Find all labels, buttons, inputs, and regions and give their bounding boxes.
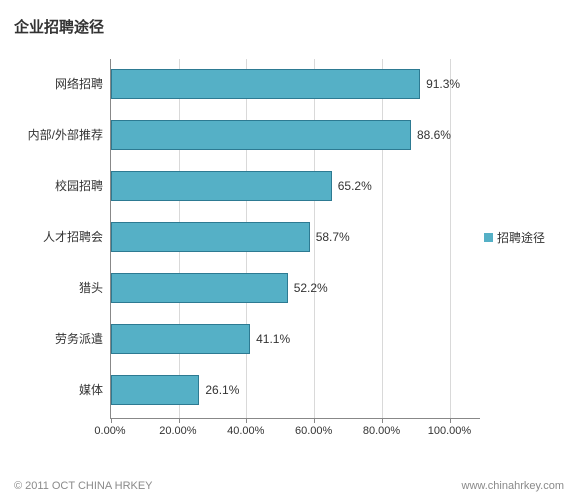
bar	[111, 69, 420, 99]
x-tick-label: 100.00%	[428, 425, 471, 437]
plot-wrap: 网络招聘91.3%内部/外部推荐88.6%校园招聘65.2%人才招聘会58.7%…	[14, 59, 564, 445]
bar-value-label: 26.1%	[205, 383, 239, 397]
y-axis-label: 劳务派遣	[19, 324, 111, 354]
bar-value-label: 41.1%	[256, 332, 290, 346]
footer-url: www.chinahrkey.com	[462, 480, 565, 492]
bar-value-label: 91.3%	[426, 77, 460, 91]
bar	[111, 273, 288, 303]
y-axis-label: 人才招聘会	[19, 222, 111, 252]
bar-row: 猎头52.2%	[111, 273, 480, 303]
bar-row: 校园招聘65.2%	[111, 171, 480, 201]
x-tick-label: 40.00%	[227, 425, 264, 437]
bar	[111, 222, 310, 252]
chart-container: 企业招聘途径 网络招聘91.3%内部/外部推荐88.6%校园招聘65.2%人才招…	[0, 0, 578, 455]
bar-value-label: 88.6%	[417, 128, 451, 142]
bar	[111, 324, 250, 354]
footer-copyright: © 2011 OCT CHINA HRKEY	[14, 480, 153, 492]
bar-row: 人才招聘会58.7%	[111, 222, 480, 252]
bar	[111, 171, 332, 201]
x-tick-label: 0.00%	[94, 425, 125, 437]
y-axis-label: 校园招聘	[19, 171, 111, 201]
bar-value-label: 65.2%	[338, 179, 372, 193]
bar	[111, 375, 199, 405]
x-tick-label: 60.00%	[295, 425, 332, 437]
bar-row: 媒体26.1%	[111, 375, 480, 405]
footer: © 2011 OCT CHINA HRKEY www.chinahrkey.co…	[14, 480, 564, 492]
y-axis-label: 猎头	[19, 273, 111, 303]
legend: 招聘途径	[484, 229, 564, 246]
chart-title: 企业招聘途径	[14, 16, 564, 37]
x-tick-label: 20.00%	[159, 425, 196, 437]
y-axis-label: 媒体	[19, 375, 111, 405]
x-tick-label: 80.00%	[363, 425, 400, 437]
y-axis-label: 内部/外部推荐	[19, 120, 111, 150]
bar-value-label: 58.7%	[316, 230, 350, 244]
bar	[111, 120, 411, 150]
legend-swatch	[484, 233, 493, 242]
x-axis: 0.00%20.00%40.00%60.00%80.00%100.00%	[110, 419, 480, 445]
plot-area: 网络招聘91.3% 内部/外部推荐88.6% 校园招聘65.2% 人才招聘会58.7%…	[110, 59, 480, 419]
plot-main: 网络招聘91.3%内部/外部推荐88.6%校园招聘65.2%人才招聘会58.7%…	[14, 59, 480, 445]
bar-row: 劳务派遣41.1%	[111, 324, 480, 354]
bar-row: 内部/外部推荐88.6%	[111, 120, 480, 150]
y-axis-label: 网络招聘	[19, 69, 111, 99]
bar-value-label: 52.2%	[294, 281, 328, 295]
bar-row: 网络招聘91.3%	[111, 69, 480, 99]
legend-label: 招聘途径	[497, 229, 545, 246]
